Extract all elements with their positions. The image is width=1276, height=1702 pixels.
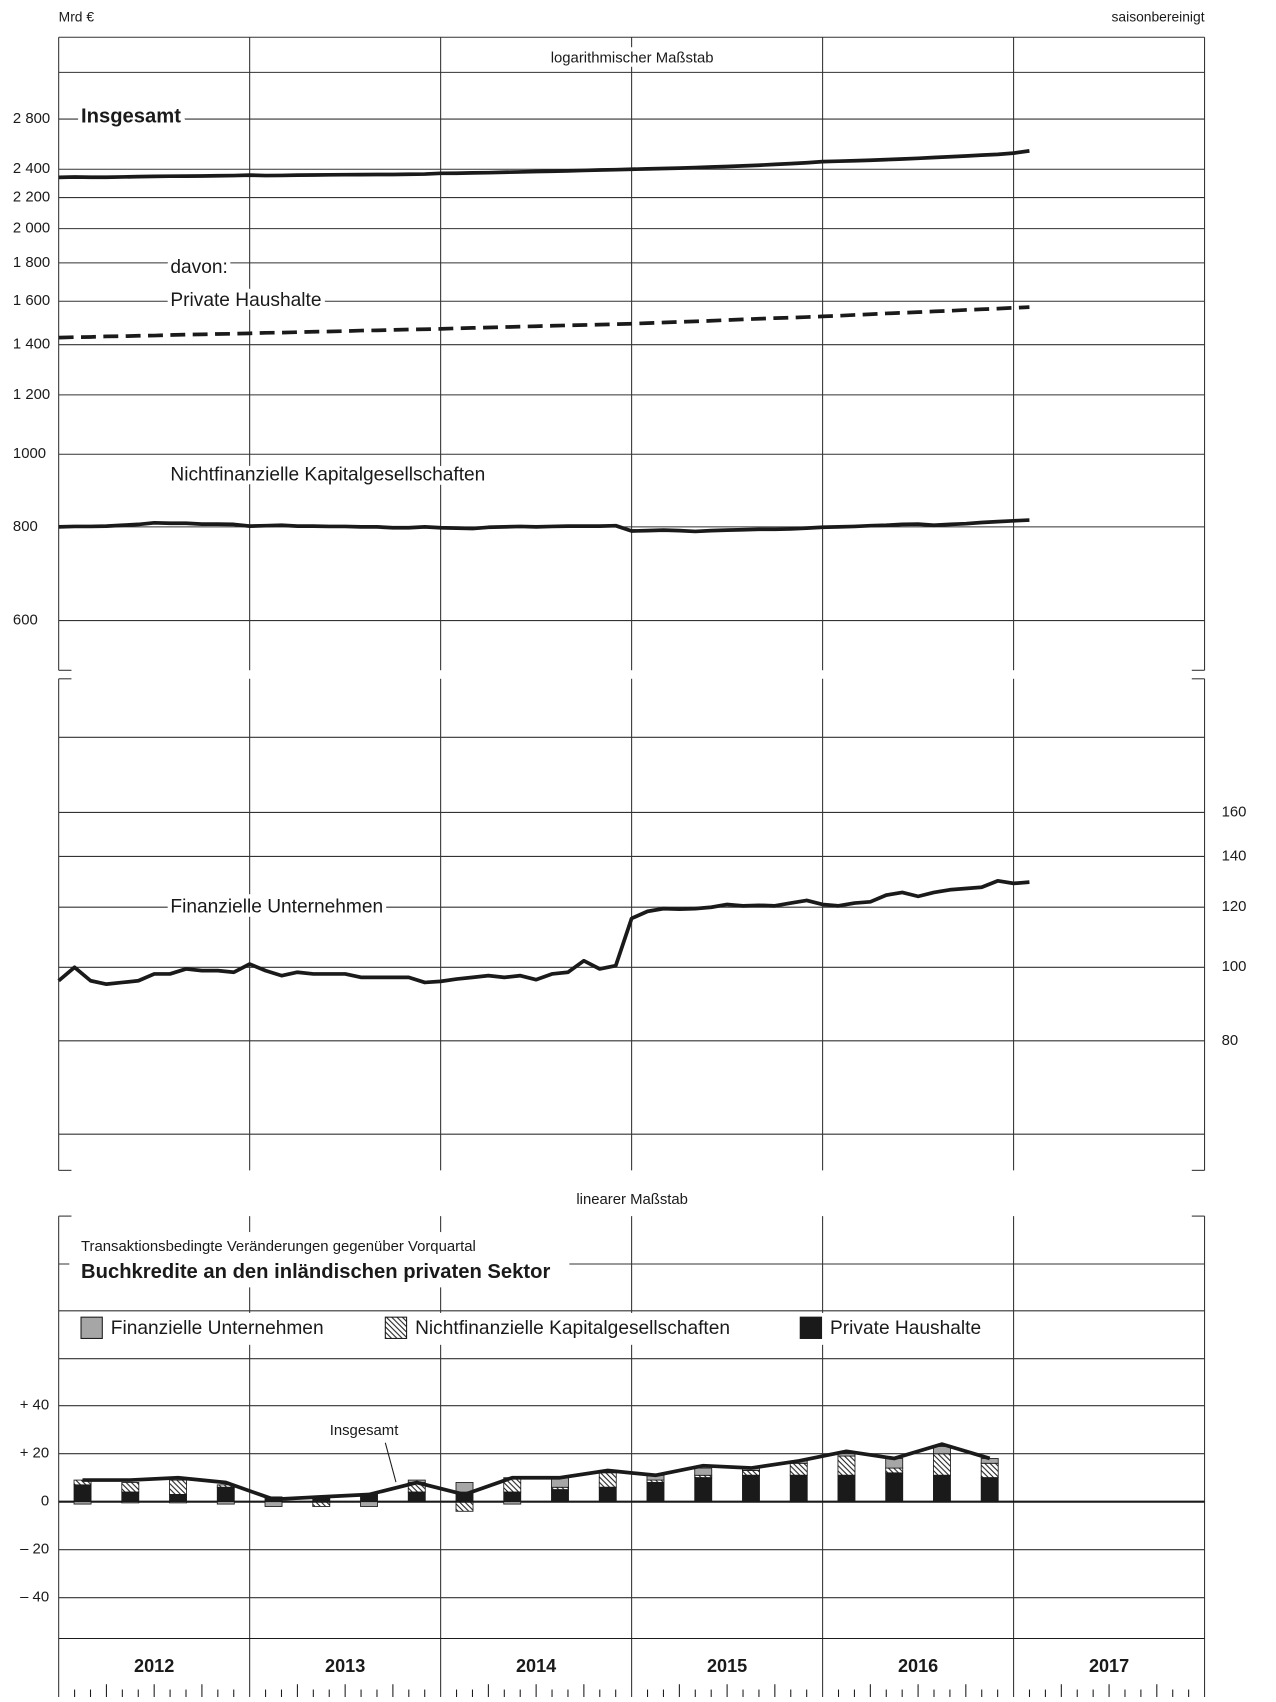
x-tick-label: 2017 [1089, 1656, 1129, 1676]
bar-segment [646, 1482, 665, 1503]
bar-segment [980, 1462, 999, 1479]
cover-layer [69, 1232, 1006, 1345]
bar-segment [885, 1467, 904, 1474]
total-label: Insgesamt [330, 1423, 399, 1439]
y-tick-label: 1000 [13, 446, 46, 462]
y-tick-label: 160 [1222, 804, 1247, 820]
bar-segment [598, 1472, 617, 1488]
series-label: Finanzielle Unternehmen [170, 897, 383, 918]
x-tick-label: 2015 [707, 1656, 747, 1676]
y-tick-label: 140 [1222, 848, 1247, 864]
bar-segment [216, 1501, 235, 1505]
bar-segment [980, 1458, 999, 1464]
total-line [82, 1442, 991, 1502]
y-tick-label: + 20 [20, 1446, 49, 1462]
bar-segment [933, 1453, 951, 1476]
bar-segment [694, 1467, 713, 1476]
legend-label: Finanzielle Unternehmen [111, 1318, 324, 1339]
unit-label: Mrd € [59, 9, 95, 25]
y-tick-label: 2 800 [13, 111, 50, 127]
y-tick-label: + 40 [20, 1398, 49, 1414]
y-tick-label: 1 200 [13, 387, 50, 403]
series-label: Insgesamt [81, 105, 181, 127]
y-tick-label: 0 [41, 1494, 49, 1510]
y-tick-label: 2 400 [13, 161, 50, 177]
scale-label: linearer Maßstab [576, 1192, 688, 1208]
bar-segment [503, 1491, 522, 1503]
bar-segment [360, 1501, 378, 1507]
y-tick-label: 80 [1222, 1033, 1239, 1049]
bar-segment [837, 1455, 856, 1476]
legend-label: Nichtfinanzielle Kapitalgesellschaften [415, 1318, 730, 1339]
series-line [58, 305, 1030, 340]
bar-segment [789, 1462, 808, 1476]
y-tick-label: 1 400 [13, 337, 50, 353]
bar-segment [933, 1474, 951, 1503]
bar-segment [694, 1477, 713, 1503]
bar-segment [73, 1484, 92, 1503]
chart-title: Buchkredite an den inländischen privaten… [81, 1261, 550, 1283]
bar-segment [169, 1494, 187, 1503]
legend-swatch [384, 1316, 408, 1339]
x-tick-label: 2014 [516, 1656, 556, 1676]
x-tick-label: 2012 [134, 1656, 174, 1676]
note-label: saisonbereinigt [1112, 9, 1205, 25]
scale-label: logarithmischer Maßstab [551, 50, 714, 66]
bar-segment [455, 1501, 474, 1512]
bar-segment [264, 1501, 283, 1507]
annotation: davon: [170, 257, 227, 278]
bar-segment [407, 1491, 426, 1503]
series-label: Nichtfinanzielle Kapitalgesellschaften [170, 465, 485, 486]
grid-layer [58, 36, 1206, 1697]
legend-label: Private Haushalte [830, 1318, 981, 1339]
series-line [58, 518, 1030, 534]
leader-line [384, 1442, 397, 1483]
bar-segment [73, 1501, 92, 1505]
series-line [57, 878, 1030, 987]
bar-segment [551, 1489, 569, 1503]
bar-segment [933, 1446, 951, 1455]
y-tick-label: 1 600 [13, 293, 50, 309]
y-tick-label: – 20 [20, 1542, 49, 1558]
series-line [58, 149, 1030, 180]
y-tick-label: 100 [1222, 959, 1247, 975]
bar-segment [885, 1472, 904, 1503]
bar-segment [121, 1501, 140, 1504]
y-tick-label: 1 800 [13, 255, 50, 271]
bar-segment [837, 1474, 856, 1503]
bar-segment [312, 1501, 331, 1507]
series-label: Private Haushalte [170, 290, 321, 311]
bar-segment [598, 1486, 617, 1503]
x-tick-label: 2016 [898, 1656, 938, 1676]
bar-segment [503, 1501, 522, 1505]
marks-layer [57, 149, 1030, 1512]
title-backdrop [69, 1232, 570, 1288]
bar-segment [742, 1474, 760, 1503]
y-tick-label: 120 [1222, 899, 1247, 915]
bar-segment [121, 1482, 140, 1493]
bar-segment [742, 1470, 760, 1476]
y-tick-label: 2 000 [13, 221, 50, 237]
bar-segment [169, 1501, 187, 1504]
chart-subtitle: Transaktionsbedingte Veränderungen gegen… [81, 1239, 476, 1255]
y-tick-label: 2 200 [13, 190, 50, 206]
bar-segment [121, 1491, 140, 1503]
y-tick-label: 600 [13, 612, 38, 628]
x-tick-label: 2013 [325, 1656, 365, 1676]
legend-backdrop [69, 1312, 1006, 1345]
bar-segment [980, 1477, 999, 1503]
bar-segment [216, 1486, 235, 1503]
bar-segment [169, 1479, 187, 1495]
legend-swatch [799, 1316, 823, 1339]
y-tick-label: 800 [13, 519, 38, 535]
bar-segment [455, 1482, 474, 1493]
legend-swatch [80, 1316, 103, 1339]
y-tick-label: – 40 [20, 1590, 49, 1606]
bar-segment [789, 1474, 808, 1503]
